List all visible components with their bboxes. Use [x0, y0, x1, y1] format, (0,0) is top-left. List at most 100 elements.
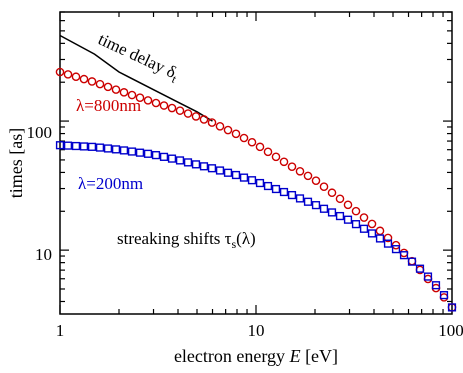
series-800nm-point — [303, 171, 313, 181]
series-800nm-point — [319, 182, 329, 191]
series-800nm-point — [199, 115, 209, 124]
series-800nm-point — [167, 103, 177, 113]
series-200nm-point — [319, 204, 329, 213]
series-800nm-point — [103, 82, 113, 92]
series-800nm-point — [367, 219, 377, 229]
series-800nm-point — [175, 106, 185, 115]
series-800nm-point — [95, 79, 105, 89]
series-200nm-point — [103, 144, 113, 153]
series-800nm-point — [423, 274, 433, 284]
series-200nm-point — [199, 162, 209, 171]
y-axis-label: times [as] — [6, 128, 26, 198]
series-200nm-point — [111, 145, 121, 154]
series-200nm-point — [431, 281, 441, 290]
series-800nm-point — [263, 147, 273, 157]
series-200nm-point — [247, 176, 257, 185]
series-200nm-point — [343, 215, 353, 224]
series-800nm-point — [127, 90, 137, 100]
series-200nm-point — [447, 303, 457, 312]
series-800nm-point — [55, 67, 65, 77]
series-800nm-point — [247, 137, 257, 147]
red-series-label: λ=800nm — [76, 96, 141, 115]
series-200nm-point — [143, 149, 153, 158]
series-200nm-point — [135, 148, 145, 157]
series-800nm-point — [223, 125, 233, 135]
series-800nm-point — [311, 176, 321, 185]
series-800nm-point — [271, 152, 281, 162]
series-800nm-point — [399, 248, 409, 258]
series-800nm-point — [343, 200, 353, 210]
series-200nm-point — [127, 147, 137, 156]
series-200nm-point — [231, 170, 241, 180]
series-layer — [55, 34, 457, 312]
series-800nm-point — [231, 129, 241, 139]
series-200nm-point — [223, 168, 233, 177]
series-200nm-point — [415, 264, 425, 273]
series-800nm-point — [159, 101, 169, 110]
series-200nm-point — [207, 164, 217, 173]
series-200nm-point — [271, 184, 281, 194]
series-800nm-point — [207, 118, 217, 127]
series-800nm-point — [191, 112, 201, 121]
series-200nm-point — [215, 166, 225, 175]
series-200nm-point — [95, 143, 105, 152]
blue-series-label: λ=200nm — [78, 174, 143, 193]
series-200nm-point — [167, 154, 177, 163]
series-800nm-point — [87, 77, 97, 86]
series-200nm-point — [175, 156, 185, 165]
series-200nm-point — [359, 224, 369, 233]
series-200nm-point — [303, 197, 313, 206]
series-800nm-point — [151, 98, 161, 108]
series-200nm-point — [159, 152, 169, 161]
x-tick-label-1: 1 — [56, 321, 65, 340]
series-800nm-point — [183, 109, 193, 118]
series-200nm-point — [191, 160, 201, 169]
series-800nm-point — [287, 162, 297, 171]
series-800nm-point — [119, 88, 129, 97]
series-200nm-point — [263, 181, 273, 191]
series-200nm-point — [55, 141, 65, 150]
series-time-delay-line — [59, 34, 213, 122]
series-200nm-point — [335, 211, 345, 221]
series-200nm-point — [183, 158, 193, 167]
y-tick-label-100: 100 — [27, 123, 53, 142]
series-800nm-point — [383, 233, 393, 243]
series-800nm-point — [439, 293, 449, 302]
series-800nm-point — [279, 157, 289, 167]
series-800nm-point — [71, 72, 81, 82]
series-800nm-point — [375, 226, 385, 236]
series-200nm-point — [79, 142, 89, 151]
x-tick-label-100: 100 — [438, 321, 463, 340]
time-delay-label: time delay δt — [94, 29, 183, 86]
series-200nm-point — [351, 220, 361, 229]
series-200nm-point — [239, 173, 249, 182]
series-200nm-point — [423, 272, 433, 281]
series-800nm-point — [143, 96, 153, 105]
series-200nm-point — [87, 142, 97, 151]
series-200nm-point — [279, 187, 289, 197]
x-tick-label-10: 10 — [248, 321, 265, 340]
series-200nm-point — [63, 141, 73, 150]
x-axis-label: electron energy E [eV] — [174, 346, 338, 366]
series-200nm-point — [399, 251, 409, 260]
y-tick-label-10: 10 — [35, 245, 52, 264]
series-200nm-point — [391, 245, 401, 254]
series-800nm-point — [351, 206, 361, 216]
series-800nm-point — [215, 121, 225, 131]
series-200nm-point — [151, 151, 161, 160]
series-200nm-point — [287, 190, 297, 200]
series-200nm-point — [375, 234, 385, 243]
series-200nm-point — [71, 141, 81, 151]
streaking-shifts-label: streaking shifts τs(λ) — [117, 229, 256, 251]
series-800nm-point — [335, 194, 345, 204]
series-800nm-point — [359, 213, 369, 222]
series-200nm-point — [327, 208, 337, 217]
series-200nm-point — [119, 146, 129, 155]
series-800nm-point — [327, 188, 337, 198]
series-200nm-point — [295, 194, 305, 203]
series-200nm-point — [367, 229, 377, 238]
series-800nm-point — [239, 133, 249, 143]
series-800nm-point — [295, 166, 305, 176]
series-800nm-point — [111, 85, 121, 94]
series-800nm-point — [79, 74, 89, 84]
